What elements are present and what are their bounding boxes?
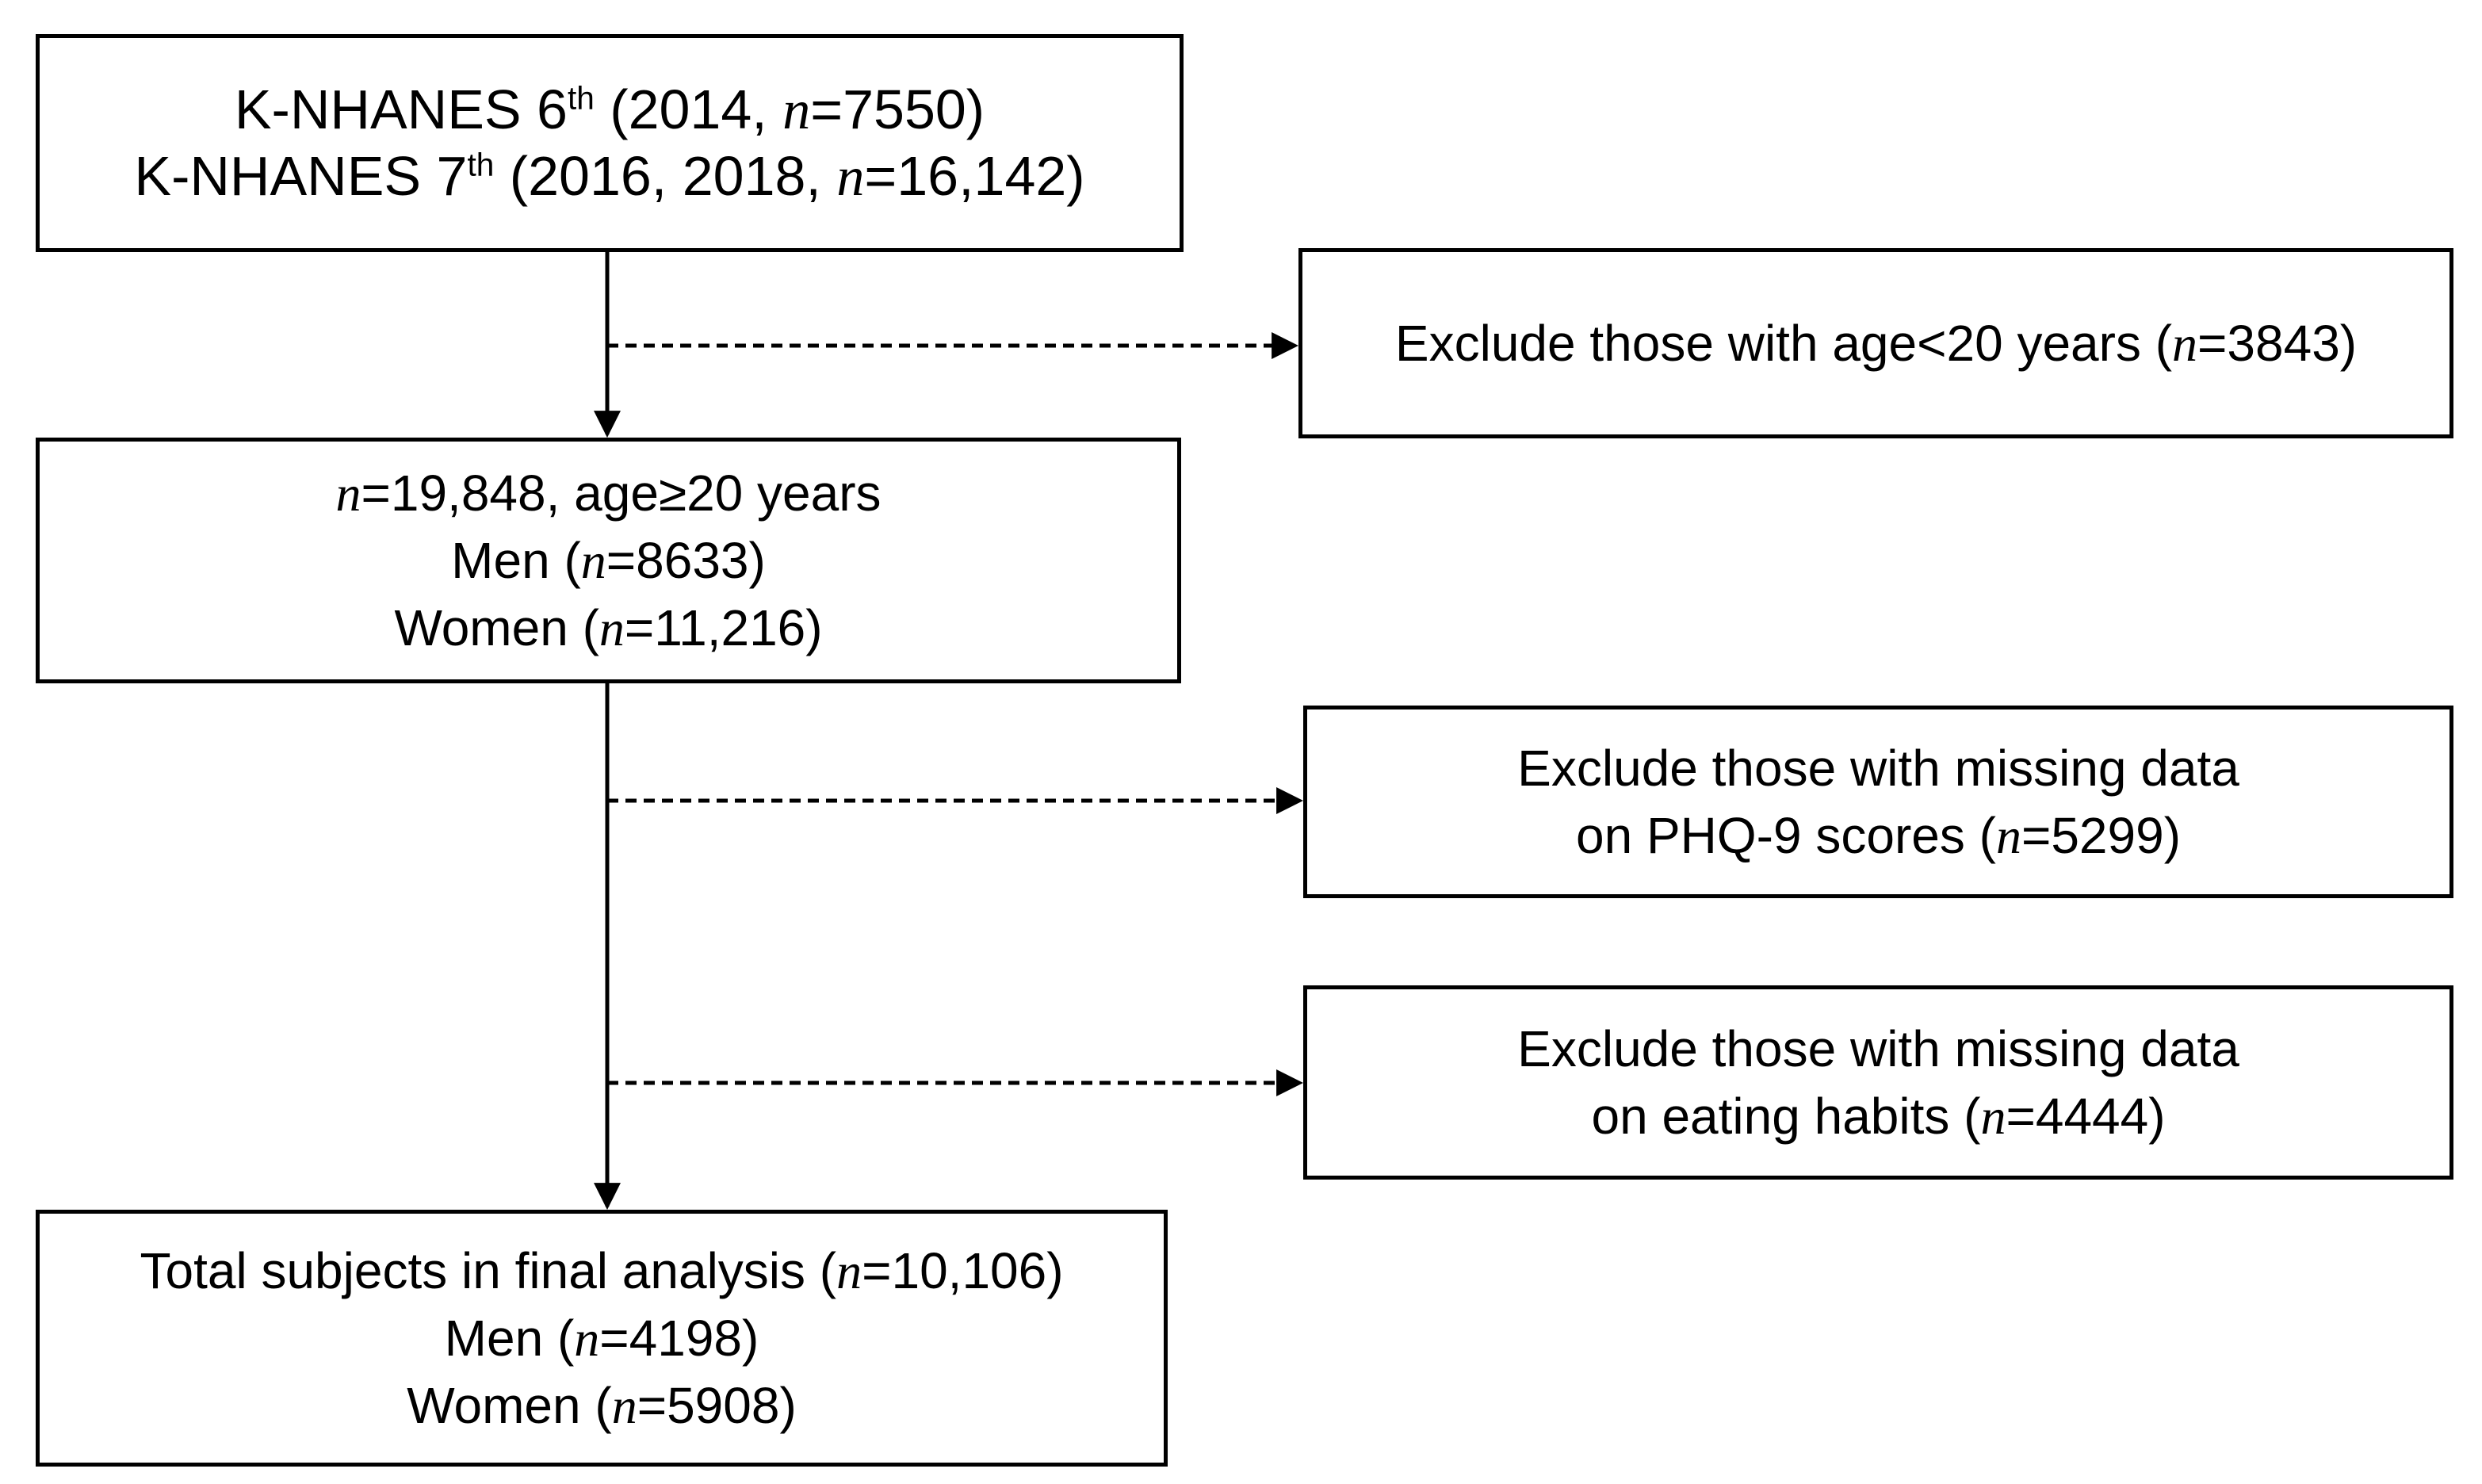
italic-n: n <box>611 1377 637 1434</box>
final-line-2: Men (n=4198) <box>445 1305 759 1372</box>
text-post: =5908) <box>637 1376 797 1434</box>
box-eligible-adults: n=19,848, age≥20 years Men (n=8633) Wome… <box>36 438 1181 683</box>
italic-n: n <box>574 1310 600 1367</box>
box-exclude-phq9: Exclude those with missing data on PHQ-9… <box>1303 706 2453 898</box>
italic-n: n <box>782 79 811 141</box>
source-line-2: K-NHANES 7th (2016, 2018, n=16,142) <box>134 143 1084 210</box>
italic-n: n <box>836 1242 862 1299</box>
superscript-th: th <box>467 146 495 183</box>
box-final-sample: Total subjects in final analysis (n=10,1… <box>36 1210 1168 1467</box>
text-post: =16,142) <box>864 144 1085 207</box>
text-pre: on eating habits ( <box>1591 1087 1981 1145</box>
text-post: =3843) <box>2197 314 2358 372</box>
eligible-line-3: Women (n=11,216) <box>394 595 822 662</box>
italic-n: n <box>1980 1088 2006 1145</box>
box-exclude-eating: Exclude those with missing data on eatin… <box>1303 985 2453 1180</box>
source-line-1: K-NHANES 6th (2014, n=7550) <box>235 77 985 143</box>
italic-n: n <box>836 146 865 208</box>
text-pre: on PHQ-9 scores ( <box>1576 806 1996 864</box>
text-post: =19,848, age≥20 years <box>361 464 882 522</box>
text-post: =11,216) <box>624 599 823 656</box>
exclude-age-line-1: Exclude those with age<20 years (n=3843) <box>1395 310 2357 377</box>
superscript-th: th <box>567 79 595 117</box>
text-plain: Exclude those with missing data <box>1517 1019 2239 1077</box>
text-pre: Total subjects in final analysis ( <box>140 1241 837 1299</box>
italic-n: n <box>580 532 606 589</box>
eligible-line-2: Men (n=8633) <box>451 527 766 595</box>
italic-n: n <box>2172 315 2198 372</box>
text-pre: K-NHANES 7 <box>134 144 468 207</box>
text-post: =8633) <box>606 531 766 589</box>
eligible-line-1: n=19,848, age≥20 years <box>335 460 881 527</box>
italic-n: n <box>1995 807 2021 864</box>
text-pre: Exclude those with age<20 years ( <box>1394 314 2173 372</box>
text-pre: K-NHANES 6 <box>234 78 568 140</box>
text-plain: Exclude those with missing data <box>1517 739 2239 797</box>
text-pre: Women ( <box>394 599 599 656</box>
text-post: =10,106) <box>862 1241 1064 1299</box>
box-exclude-age: Exclude those with age<20 years (n=3843) <box>1298 248 2453 438</box>
box-source-population: K-NHANES 6th (2014, n=7550) K-NHANES 7th… <box>36 34 1184 252</box>
text-mid: (2014, <box>594 78 783 140</box>
text-mid: (2016, 2018, <box>494 144 837 207</box>
final-line-3: Women (n=5908) <box>407 1372 797 1440</box>
text-pre: Men ( <box>451 531 581 589</box>
final-line-1: Total subjects in final analysis (n=10,1… <box>140 1237 1063 1305</box>
text-pre: Men ( <box>444 1309 575 1367</box>
exclude-eating-line-1: Exclude those with missing data <box>1517 1015 2239 1083</box>
italic-n: n <box>335 465 361 522</box>
exclude-phq9-line-1: Exclude those with missing data <box>1517 735 2239 802</box>
text-pre: Women ( <box>407 1376 612 1434</box>
exclude-eating-line-2: on eating habits (n=4444) <box>1591 1083 2165 1150</box>
text-post: =4444) <box>2006 1087 2166 1145</box>
text-post: =5299) <box>2021 806 2181 864</box>
exclude-phq9-line-2: on PHQ-9 scores (n=5299) <box>1576 802 2181 870</box>
text-post: =4198) <box>599 1309 759 1367</box>
text-post: =7550) <box>810 78 985 140</box>
italic-n: n <box>599 599 625 656</box>
